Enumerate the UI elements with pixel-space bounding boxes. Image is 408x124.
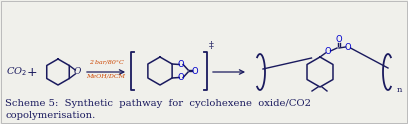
Text: O: O <box>345 44 351 52</box>
Text: n: n <box>397 86 402 94</box>
Text: O: O <box>73 67 81 77</box>
Text: ‡: ‡ <box>209 41 214 50</box>
FancyBboxPatch shape <box>1 1 407 123</box>
Text: CO$_2$: CO$_2$ <box>6 66 27 78</box>
Text: O: O <box>178 60 184 69</box>
Text: O: O <box>178 73 184 82</box>
Text: O: O <box>325 47 331 57</box>
Text: 2 bar/80°C: 2 bar/80°C <box>89 60 123 65</box>
Text: O: O <box>335 35 342 45</box>
Text: Scheme 5:  Synthetic  pathway  for  cyclohexene  oxide/CO2: Scheme 5: Synthetic pathway for cyclohex… <box>5 99 311 108</box>
Text: copolymerisation.: copolymerisation. <box>5 110 95 120</box>
Text: +: + <box>27 65 37 78</box>
Text: O: O <box>192 66 198 76</box>
Text: MeOH/DCM: MeOH/DCM <box>86 73 126 78</box>
